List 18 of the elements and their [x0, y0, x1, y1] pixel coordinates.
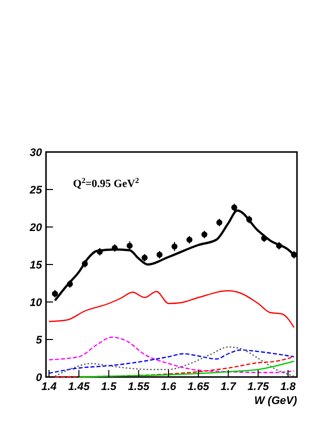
y-tick-label: 10: [30, 297, 43, 309]
x-tick-label: 1.45: [68, 381, 90, 393]
x-tick-label: 1.8: [280, 381, 297, 393]
y-tick-label: 20: [28, 222, 43, 234]
y-tick-label: 5: [36, 334, 43, 346]
x-tick-label: 1.5: [101, 381, 118, 393]
y-tick-label: 25: [28, 184, 43, 196]
y-tick-label: 15: [30, 260, 43, 272]
x-tick-label: 1.7: [220, 381, 237, 393]
x-tick-label: 1.4: [41, 381, 57, 393]
x-tick-label: 1.75: [247, 381, 270, 393]
x-axis-title: W (GeV): [254, 395, 298, 407]
annotation: Q$^{2}$=0.95 GeV$^{2}$: [73, 176, 140, 190]
x-tick-label: 1.55: [128, 381, 150, 393]
x-tick-label: 1.65: [188, 381, 210, 393]
y-tick-label: 30: [30, 147, 43, 159]
x-tick-label: 1.6: [160, 381, 178, 393]
y-tick-label: 0: [36, 372, 43, 384]
